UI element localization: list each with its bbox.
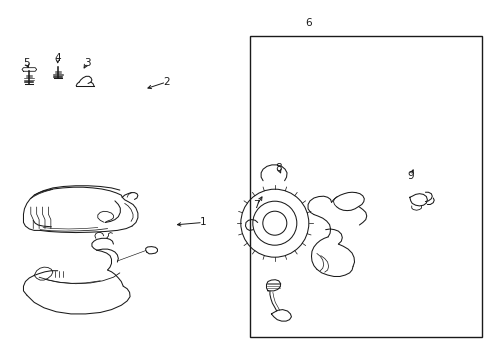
Text: 3: 3 [83, 58, 90, 68]
Text: 4: 4 [54, 53, 61, 63]
Text: 1: 1 [199, 217, 206, 228]
Text: 8: 8 [275, 163, 282, 174]
Text: 5: 5 [23, 58, 30, 68]
Bar [250, 36, 481, 337]
Text: 7: 7 [253, 200, 260, 210]
Text: 9: 9 [407, 171, 413, 181]
Text: 6: 6 [304, 18, 311, 28]
Text: 2: 2 [163, 77, 169, 87]
